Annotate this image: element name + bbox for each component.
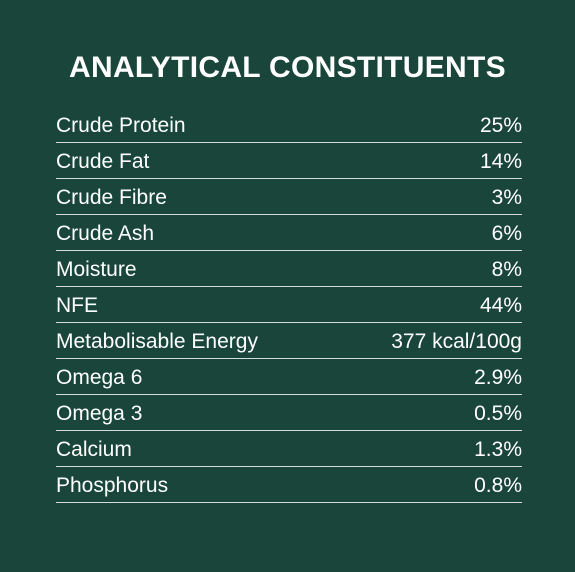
row-value: 25%: [479, 113, 522, 137]
row-label: NFE: [56, 293, 98, 317]
row-label: Crude Fat: [56, 149, 150, 173]
row-value: 8%: [491, 257, 522, 281]
panel-title: ANALYTICAL CONSTITUENTS: [69, 51, 506, 84]
row-label: Metabolisable Energy: [56, 329, 258, 353]
table-row-calcium: Calcium 1.3%: [56, 431, 522, 467]
row-value: 6%: [491, 221, 522, 245]
row-value: 3%: [491, 185, 522, 209]
constituents-table: Crude Protein 25% Crude Fat 14% Crude Fi…: [56, 107, 522, 503]
row-value: 377 kcal/100g: [391, 329, 522, 353]
row-label: Crude Ash: [56, 221, 155, 245]
table-row-crude-protein: Crude Protein 25%: [56, 107, 522, 143]
row-label: Omega 6: [56, 365, 143, 389]
row-label: Phosphorus: [56, 473, 169, 497]
table-row-moisture: Moisture 8%: [56, 251, 522, 287]
row-label: Moisture: [56, 257, 137, 281]
row-value: 0.5%: [474, 401, 522, 425]
table-row-phosphorus: Phosphorus 0.8%: [56, 467, 522, 503]
row-value: 44%: [479, 293, 522, 317]
table-row-metabolisable-energy: Metabolisable Energy 377 kcal/100g: [56, 323, 522, 359]
table-row-crude-fat: Crude Fat 14%: [56, 143, 522, 179]
table-row-crude-fibre: Crude Fibre 3%: [56, 179, 522, 215]
row-value: 0.8%: [474, 473, 522, 497]
row-label: Omega 3: [56, 401, 143, 425]
row-value: 1.3%: [474, 437, 522, 461]
row-label: Crude Protein: [56, 113, 186, 137]
table-row-omega-6: Omega 6 2.9%: [56, 359, 522, 395]
row-label: Calcium: [56, 437, 132, 461]
row-label: Crude Fibre: [56, 185, 167, 209]
table-row-nfe: NFE 44%: [56, 287, 522, 323]
table-row-omega-3: Omega 3 0.5%: [56, 395, 522, 431]
table-row-crude-ash: Crude Ash 6%: [56, 215, 522, 251]
row-value: 2.9%: [474, 365, 522, 389]
row-value: 14%: [479, 149, 522, 173]
